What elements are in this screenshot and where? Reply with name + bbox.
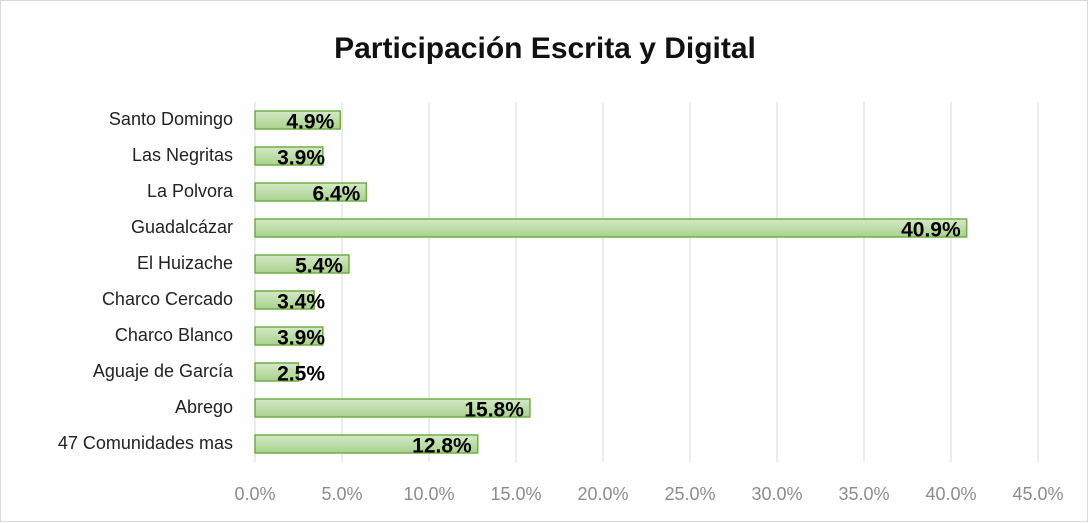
- y-tick-label: Charco Cercado: [102, 289, 233, 309]
- x-tick-label: 40.0%: [925, 484, 976, 504]
- x-tick-label: 45.0%: [1012, 484, 1063, 504]
- bar: [254, 110, 342, 130]
- bar: [254, 146, 324, 166]
- value-label: 3.9%: [277, 327, 325, 350]
- x-tick-label: 0.0%: [234, 484, 275, 504]
- value-label: 12.8%: [412, 435, 472, 458]
- x-tick-label: 15.0%: [490, 484, 541, 504]
- bar: [254, 326, 324, 346]
- x-tick-label: 30.0%: [751, 484, 802, 504]
- chart-title: Participación Escrita y Digital: [334, 32, 756, 65]
- bar: [254, 254, 350, 274]
- y-tick-label: Charco Blanco: [115, 325, 233, 345]
- x-tick-label: 5.0%: [321, 484, 362, 504]
- value-label: 2.5%: [277, 363, 325, 386]
- y-tick-label: El Huizache: [137, 253, 233, 273]
- y-tick-label: 47 Comunidades mas: [58, 433, 233, 453]
- value-label: 15.8%: [464, 399, 524, 422]
- x-tick-label: 35.0%: [838, 484, 889, 504]
- value-label: 3.9%: [277, 147, 325, 170]
- bar: [254, 182, 368, 202]
- value-label: 4.9%: [286, 111, 334, 134]
- bar: [254, 290, 315, 310]
- value-label: 3.4%: [277, 291, 325, 314]
- value-label: 40.9%: [901, 219, 961, 242]
- x-tick-label: 25.0%: [664, 484, 715, 504]
- y-tick-label: Abrego: [175, 397, 233, 417]
- bar: [254, 398, 531, 418]
- bar: [254, 434, 479, 454]
- bar: [254, 362, 300, 382]
- x-tick-label: 20.0%: [577, 484, 628, 504]
- y-tick-label: La Polvora: [147, 181, 234, 201]
- y-tick-label: Aguaje de García: [93, 361, 234, 381]
- y-tick-label: Santo Domingo: [109, 109, 233, 129]
- x-tick-label: 10.0%: [403, 484, 454, 504]
- value-label: 6.4%: [312, 183, 360, 206]
- bar: [254, 218, 968, 238]
- y-tick-label: Guadalcázar: [131, 217, 233, 237]
- value-label: 5.4%: [295, 255, 343, 278]
- y-tick-label: Las Negritas: [132, 145, 233, 165]
